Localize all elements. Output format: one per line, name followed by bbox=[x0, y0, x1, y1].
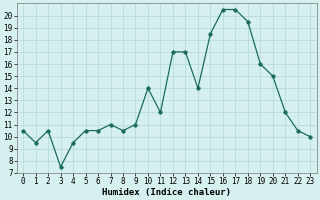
X-axis label: Humidex (Indice chaleur): Humidex (Indice chaleur) bbox=[102, 188, 231, 197]
